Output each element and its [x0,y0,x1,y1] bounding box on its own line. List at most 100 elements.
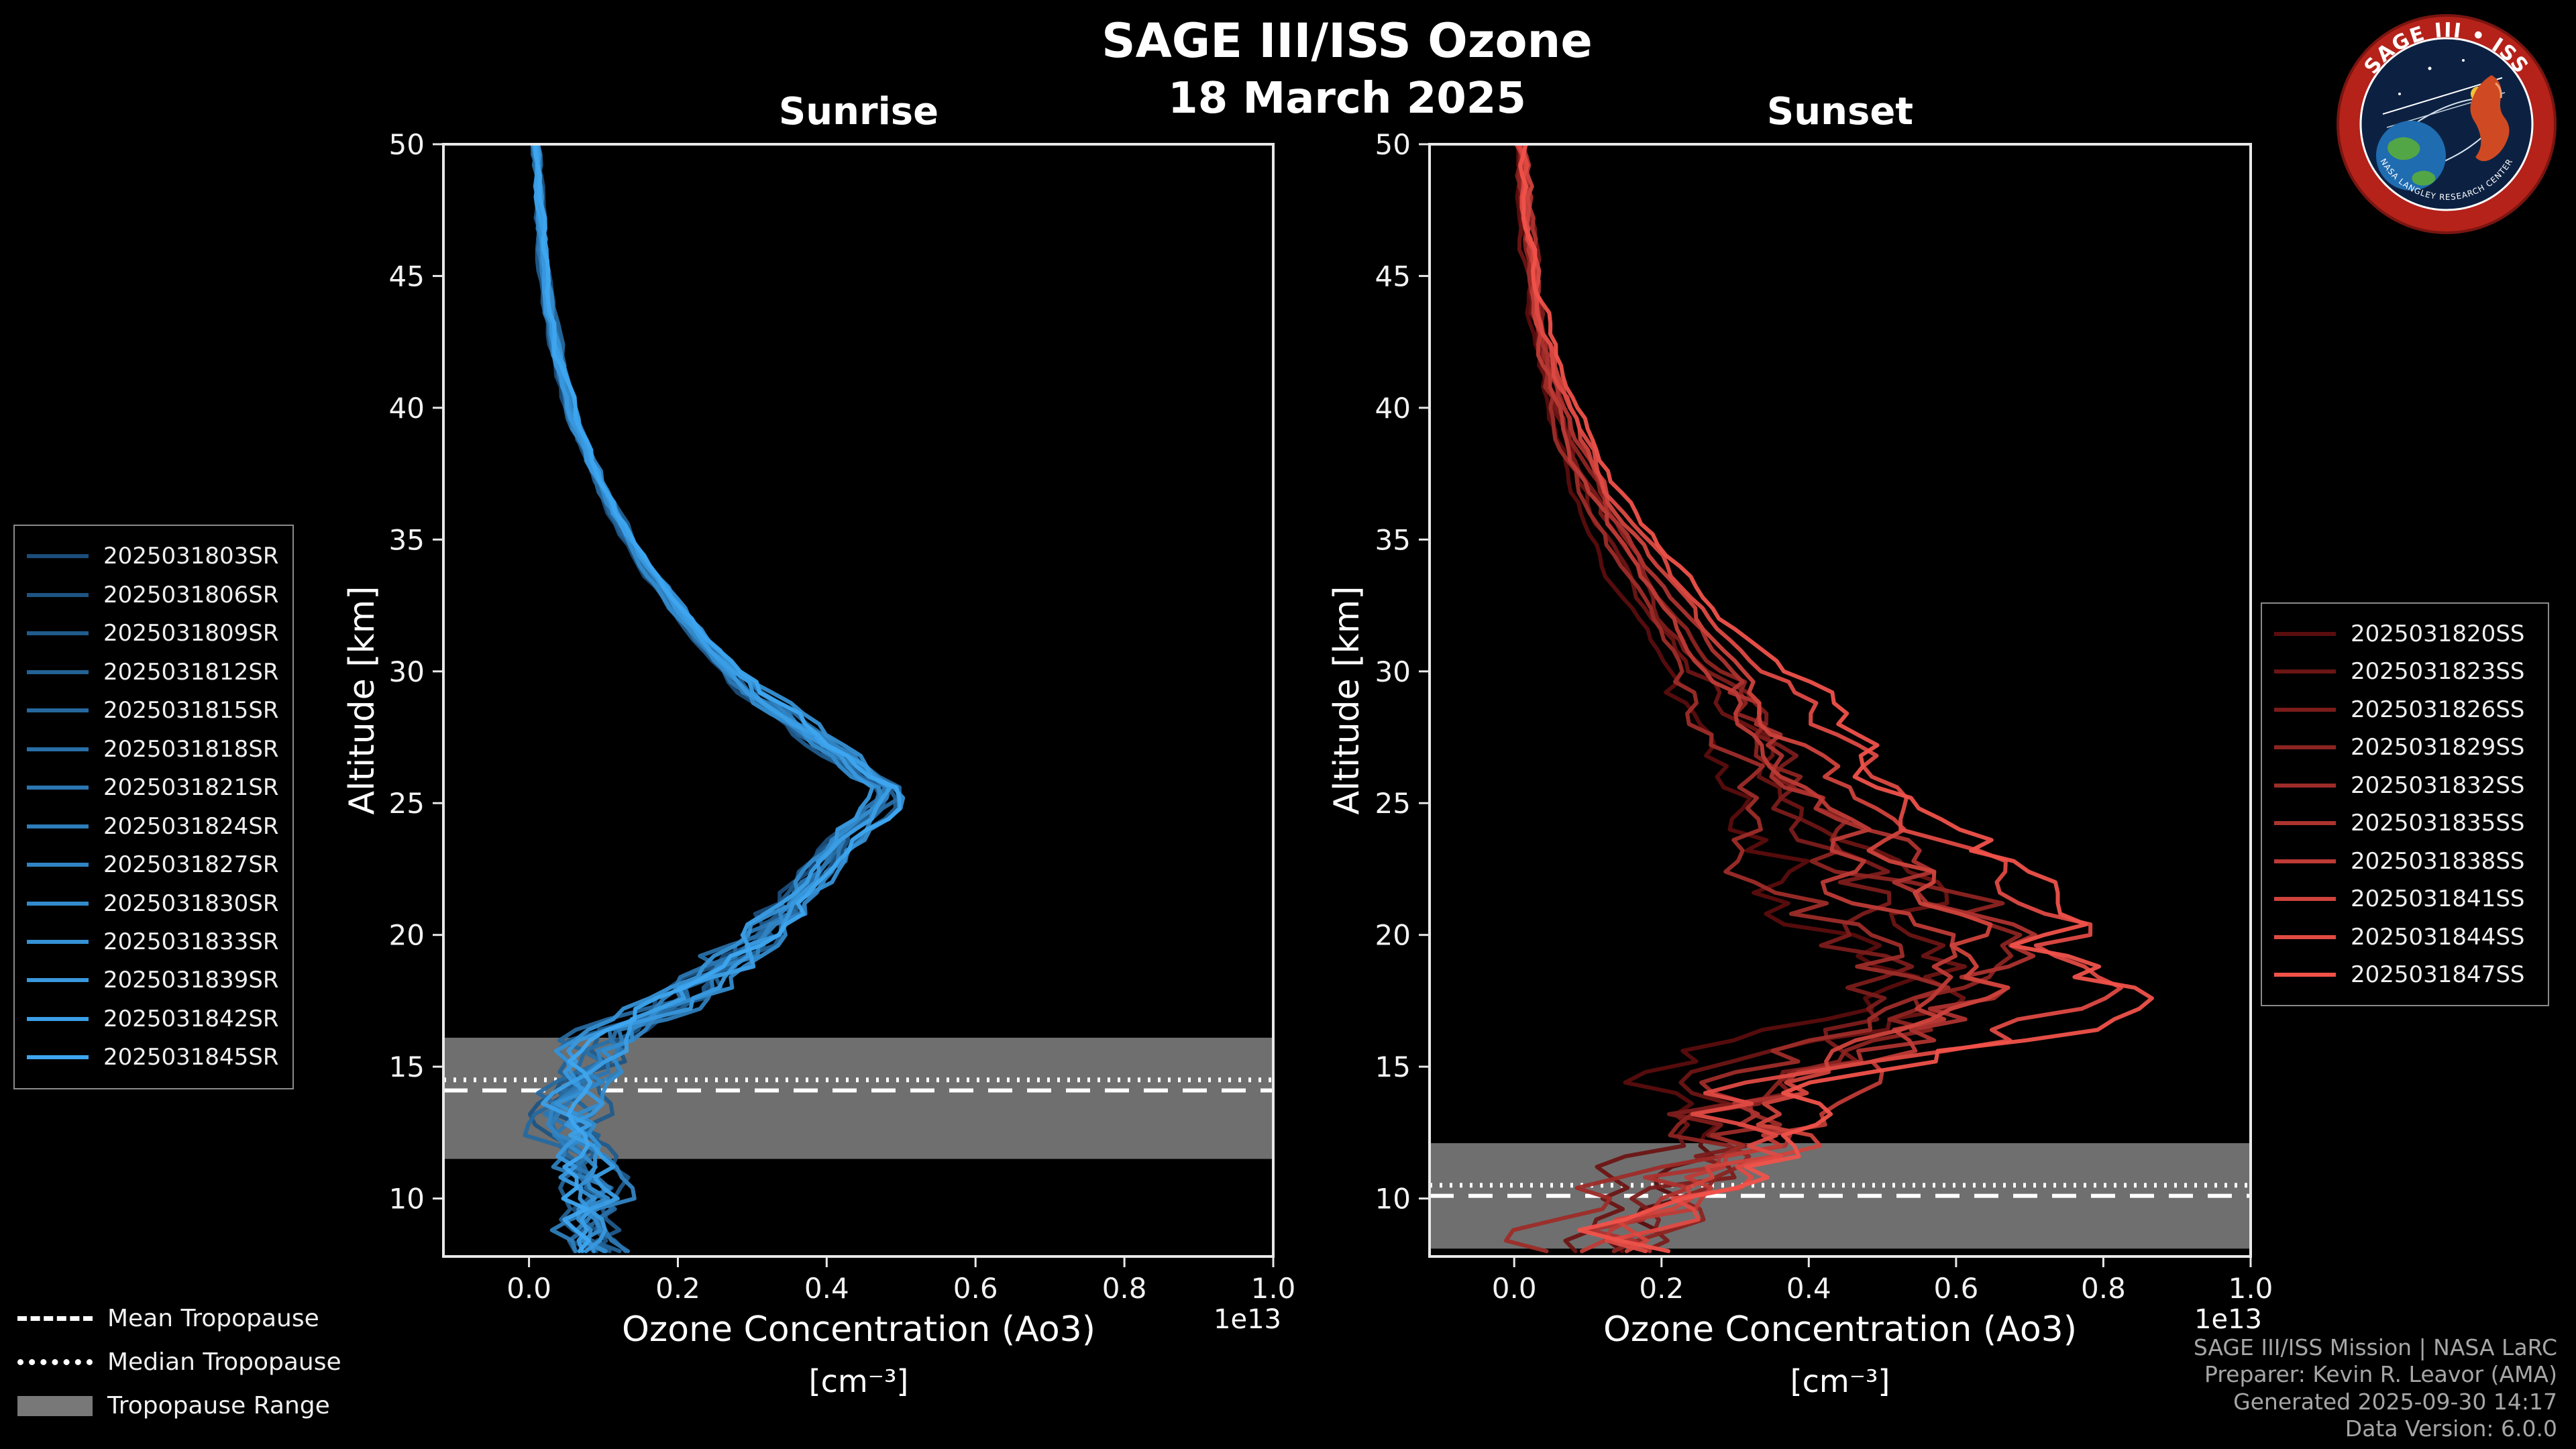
sunset-series-line-2025031835SS [1519,144,2037,1254]
legend-label: 2025031845SR [103,1044,279,1071]
legend-item-2025031824SR: 2025031824SR [27,813,280,840]
legend-label: 2025031806SR [103,581,279,608]
legend-label: Mean Tropopause [107,1305,319,1332]
legend-label: 2025031832SS [2351,771,2525,799]
legend-item-2025031832SS: 2025031832SS [2274,772,2536,799]
sunset-y-tick-label: 20 [1375,919,1411,952]
legend-item-2025031833SR: 2025031833SR [27,928,280,955]
legend-line-sample [27,824,89,828]
footer-preparer-line: Preparer: Kevin R. Leavor (AMA) [2204,1361,2557,1388]
sunset-x-axis-label: Ozone Concentration (Ao3) [1603,1309,2078,1350]
legend-item-2025031818SR: 2025031818SR [27,736,280,763]
legend-item-2025031847SS: 2025031847SS [2274,961,2536,988]
sunrise-x-tick-label: 0.2 [655,1272,700,1305]
legend-item-2025031838SS: 2025031838SS [2274,848,2536,875]
legend-label: 2025031815SR [103,697,279,724]
legend-item-2025031803SR: 2025031803SR [27,543,280,570]
legend-item-2025031823SS: 2025031823SS [2274,658,2536,685]
legend-item-2025031830SR: 2025031830SR [27,890,280,917]
sunrise-y-tick-label: 50 [389,128,425,161]
logo-star [2462,59,2465,62]
sunset-event-legend: 2025031820SS 2025031823SS 2025031826SS 2025… [2261,602,2549,1006]
tropopause-legend: Mean Tropopause Median Tropopause Tropop… [17,1305,341,1419]
footer-mission-line: SAGE III/ISS Mission | NASA LaRC [2193,1334,2557,1360]
sunset-y-tick-label: 25 [1375,787,1411,820]
legend-label: 2025031827SR [103,851,279,879]
sunset-y-tick-label: 40 [1375,392,1411,425]
sunrise-x-tick-label: 0.4 [804,1272,849,1305]
legend-label: Median Tropopause [107,1348,341,1376]
legend-line-sample [27,592,89,597]
legend-item-2025031812SR: 2025031812SR [27,659,280,686]
sage-iii-iss-logo: SAGE III • ISS NASA LANGLEY RESEARCH CEN… [2337,14,2557,234]
sunrise-y-tick-label: 25 [389,787,425,820]
legend-label: 2025031847SS [2351,961,2525,989]
legend-line-sample [27,747,89,751]
sunset-x-tick-label: 1.0 [2229,1272,2273,1305]
legend-line-sample [2274,707,2336,712]
page-title: SAGE III/ISS Ozone [1102,13,1593,68]
sunrise-event-legend: 2025031803SR 2025031806SR 2025031809SR 2025… [13,525,294,1089]
legend-label: Tropopause Range [107,1392,330,1419]
footer-version-line: Data Version: 6.0.0 [2345,1415,2557,1442]
sunrise-y-tick-label: 45 [389,260,425,292]
legend-line-sample [2274,631,2336,636]
logo-star [2428,66,2432,70]
legend-label: 2025031839SR [103,967,279,994]
sunset-axis-ticks: 0.0 0.2 0.4 0.6 0.8 1.0 10 15 20 25 30 35 40 45 50 [1375,128,2273,1305]
logo-earth-land [2387,137,2420,160]
legend-label: 2025031824SR [103,812,279,840]
legend-item-tropopause-range: Tropopause Range [17,1392,341,1419]
sunrise-x-axis-label: Ozone Concentration (Ao3) [621,1309,1096,1350]
sunset-y-tick-label: 10 [1375,1183,1411,1216]
legend-line-sample [2274,745,2336,750]
legend-label: 2025031841SS [2351,885,2525,913]
sunrise-y-tick-label: 40 [389,392,425,425]
legend-item-2025031841SS: 2025031841SS [2274,885,2536,912]
sunset-y-tick-label: 30 [1375,655,1411,688]
legend-item-mean-tropopause: Mean Tropopause [17,1305,341,1332]
sunset-y-axis-label: Altitude [km] [1327,586,1367,815]
legend-label: 2025031829SS [2351,734,2525,761]
sunset-plot-border [1428,143,2252,1258]
footer-credits: SAGE III/ISS Mission | NASA LaRC Prepare… [2194,1334,2557,1442]
sunrise-y-tick-label: 20 [389,919,425,952]
legend-item-2025031820SS: 2025031820SS [2274,621,2536,647]
legend-line-sample [27,901,89,906]
legend-item-2025031821SR: 2025031821SR [27,774,280,801]
legend-line-sample [2274,859,2336,863]
sunrise-x-tick-label: 0.0 [506,1272,551,1305]
sunset-y-tick-label: 15 [1375,1051,1411,1083]
legend-item-2025031842SR: 2025031842SR [27,1006,280,1032]
legend-label: 2025031842SR [103,1005,279,1032]
legend-item-median-tropopause: Median Tropopause [17,1348,341,1376]
logo-outer-border [2337,14,2557,234]
legend-item-2025031844SS: 2025031844SS [2274,924,2536,951]
legend-line-sample [27,669,89,674]
sunrise-y-tick-label: 30 [389,655,425,688]
legend-line-sample [27,631,89,636]
dashed-line-sample [17,1316,93,1321]
legend-label: 2025031835SS [2351,810,2525,837]
legend-line-sample [27,708,89,713]
legend-line-sample [27,863,89,867]
sunrise-x-tick-label: 0.8 [1102,1272,1147,1305]
legend-label: 2025031830SR [103,890,279,917]
legend-item-2025031827SR: 2025031827SR [27,851,280,878]
sunrise-panel-title: Sunrise [778,90,939,133]
legend-line-sample [2274,669,2336,674]
legend-label: 2025031844SS [2351,923,2525,951]
legend-line-sample [27,554,89,559]
sunrise-y-tick-label: 15 [389,1051,425,1083]
sunrise-y-tick-label: 10 [389,1183,425,1216]
legend-label: 2025031820SS [2351,620,2525,647]
logo-figure-highlight [2495,82,2502,99]
logo-figure [2470,75,2510,162]
sunset-series-line-2025031820SS [1515,144,1921,1254]
sunrise-plot-border [442,143,1275,1258]
sunrise-series-line-2025031839SR [533,144,875,1254]
sunrise-series-line-2025031845SR [533,144,902,1254]
sunrise-axis-ticks: 0.0 0.2 0.4 0.6 0.8 1.0 10 15 20 25 30 35 40 45 50 [389,128,1296,1305]
legend-item-2025031815SR: 2025031815SR [27,697,280,724]
sunset-x-tick-label: 0.6 [1934,1272,1979,1305]
